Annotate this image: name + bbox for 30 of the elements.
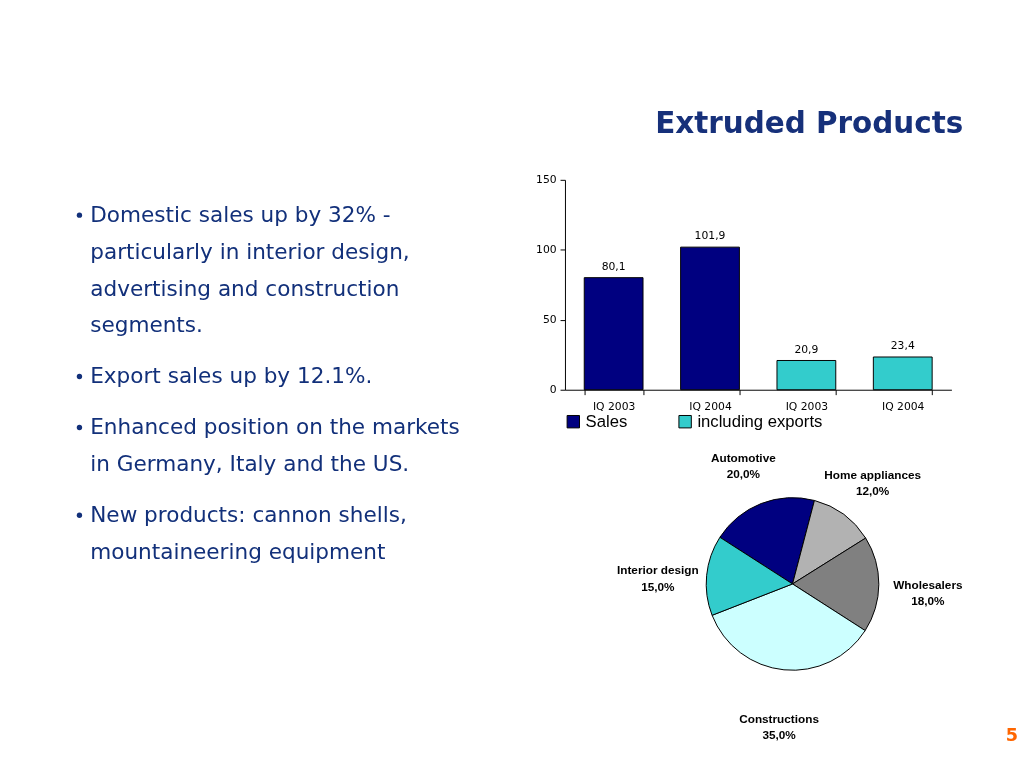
slice-label: Home appliances	[824, 467, 922, 481]
slice-label: Automotive	[711, 450, 777, 464]
legend-label: including exports	[697, 411, 823, 431]
text: 5	[1005, 724, 1019, 745]
x-tick-label: IQ 2003	[785, 399, 829, 413]
slice-label: Interior design	[616, 563, 699, 577]
slice-label: Constructions	[739, 711, 820, 725]
y-tick-label: 0	[549, 383, 557, 397]
slice-label: Wholesalers	[893, 577, 963, 591]
legend-label: Sales	[585, 411, 628, 431]
data-label: 20,0%	[726, 467, 761, 481]
data-label: 15,0%	[641, 580, 676, 594]
data-label: 12,0%	[855, 484, 890, 498]
y-tick-label: 100	[536, 243, 557, 257]
data-label: 20,9	[794, 342, 819, 356]
y-tick-label: 150	[536, 173, 557, 187]
text: Enhanced position on the markets in Germany, Italy and the US.	[90, 414, 460, 477]
data-label: 80,1	[601, 259, 626, 273]
x-tick-label: IQ 2003	[592, 399, 636, 413]
text: Export sales up by 12.1%.	[90, 363, 373, 389]
text: Extruded Products	[655, 105, 964, 140]
y-tick-label: 50	[542, 313, 557, 327]
x-tick-label: IQ 2004	[882, 399, 925, 413]
x-tick-label: IQ 2004	[689, 399, 732, 413]
data-label: 23,4	[890, 339, 915, 353]
data-label: 35,0%	[762, 728, 797, 742]
data-label: 101,9	[694, 229, 726, 243]
text: Domestic sales up by 32% - particularly in interior design, advertising and construction segments.	[90, 202, 410, 338]
data-label: 18,0%	[911, 594, 946, 608]
text: New products: cannon shells, mountaineering equipment	[90, 502, 407, 564]
